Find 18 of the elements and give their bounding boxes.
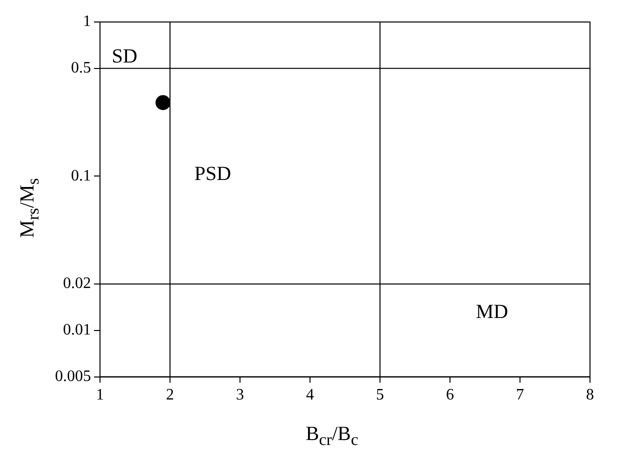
annotation: PSD bbox=[194, 162, 232, 185]
y-tick-label: 0.005 bbox=[55, 368, 91, 386]
y-tick-label: 1 bbox=[83, 13, 91, 30]
x-tick-label: 6 bbox=[446, 386, 454, 404]
y-tick-label: 0.5 bbox=[71, 60, 91, 77]
annotation: MD bbox=[476, 301, 508, 324]
x-tick-label: 7 bbox=[516, 386, 524, 404]
y-tick-label: 0.01 bbox=[63, 322, 91, 339]
x-tick-label: 3 bbox=[236, 386, 244, 404]
y-tick-label: 0.1 bbox=[71, 167, 91, 184]
x-tick-label: 1 bbox=[96, 386, 104, 404]
x-tick-label: 4 bbox=[306, 386, 314, 404]
y-tick-label: 0.02 bbox=[63, 275, 91, 292]
x-tick-label: 5 bbox=[376, 386, 384, 404]
annotation: SD bbox=[112, 46, 138, 68]
x-axis-title: B$_{cr}$/B$_{c}$ bbox=[304, 423, 360, 450]
x-tick-label: 2 bbox=[166, 386, 174, 404]
x-tick-label: 8 bbox=[586, 386, 594, 404]
